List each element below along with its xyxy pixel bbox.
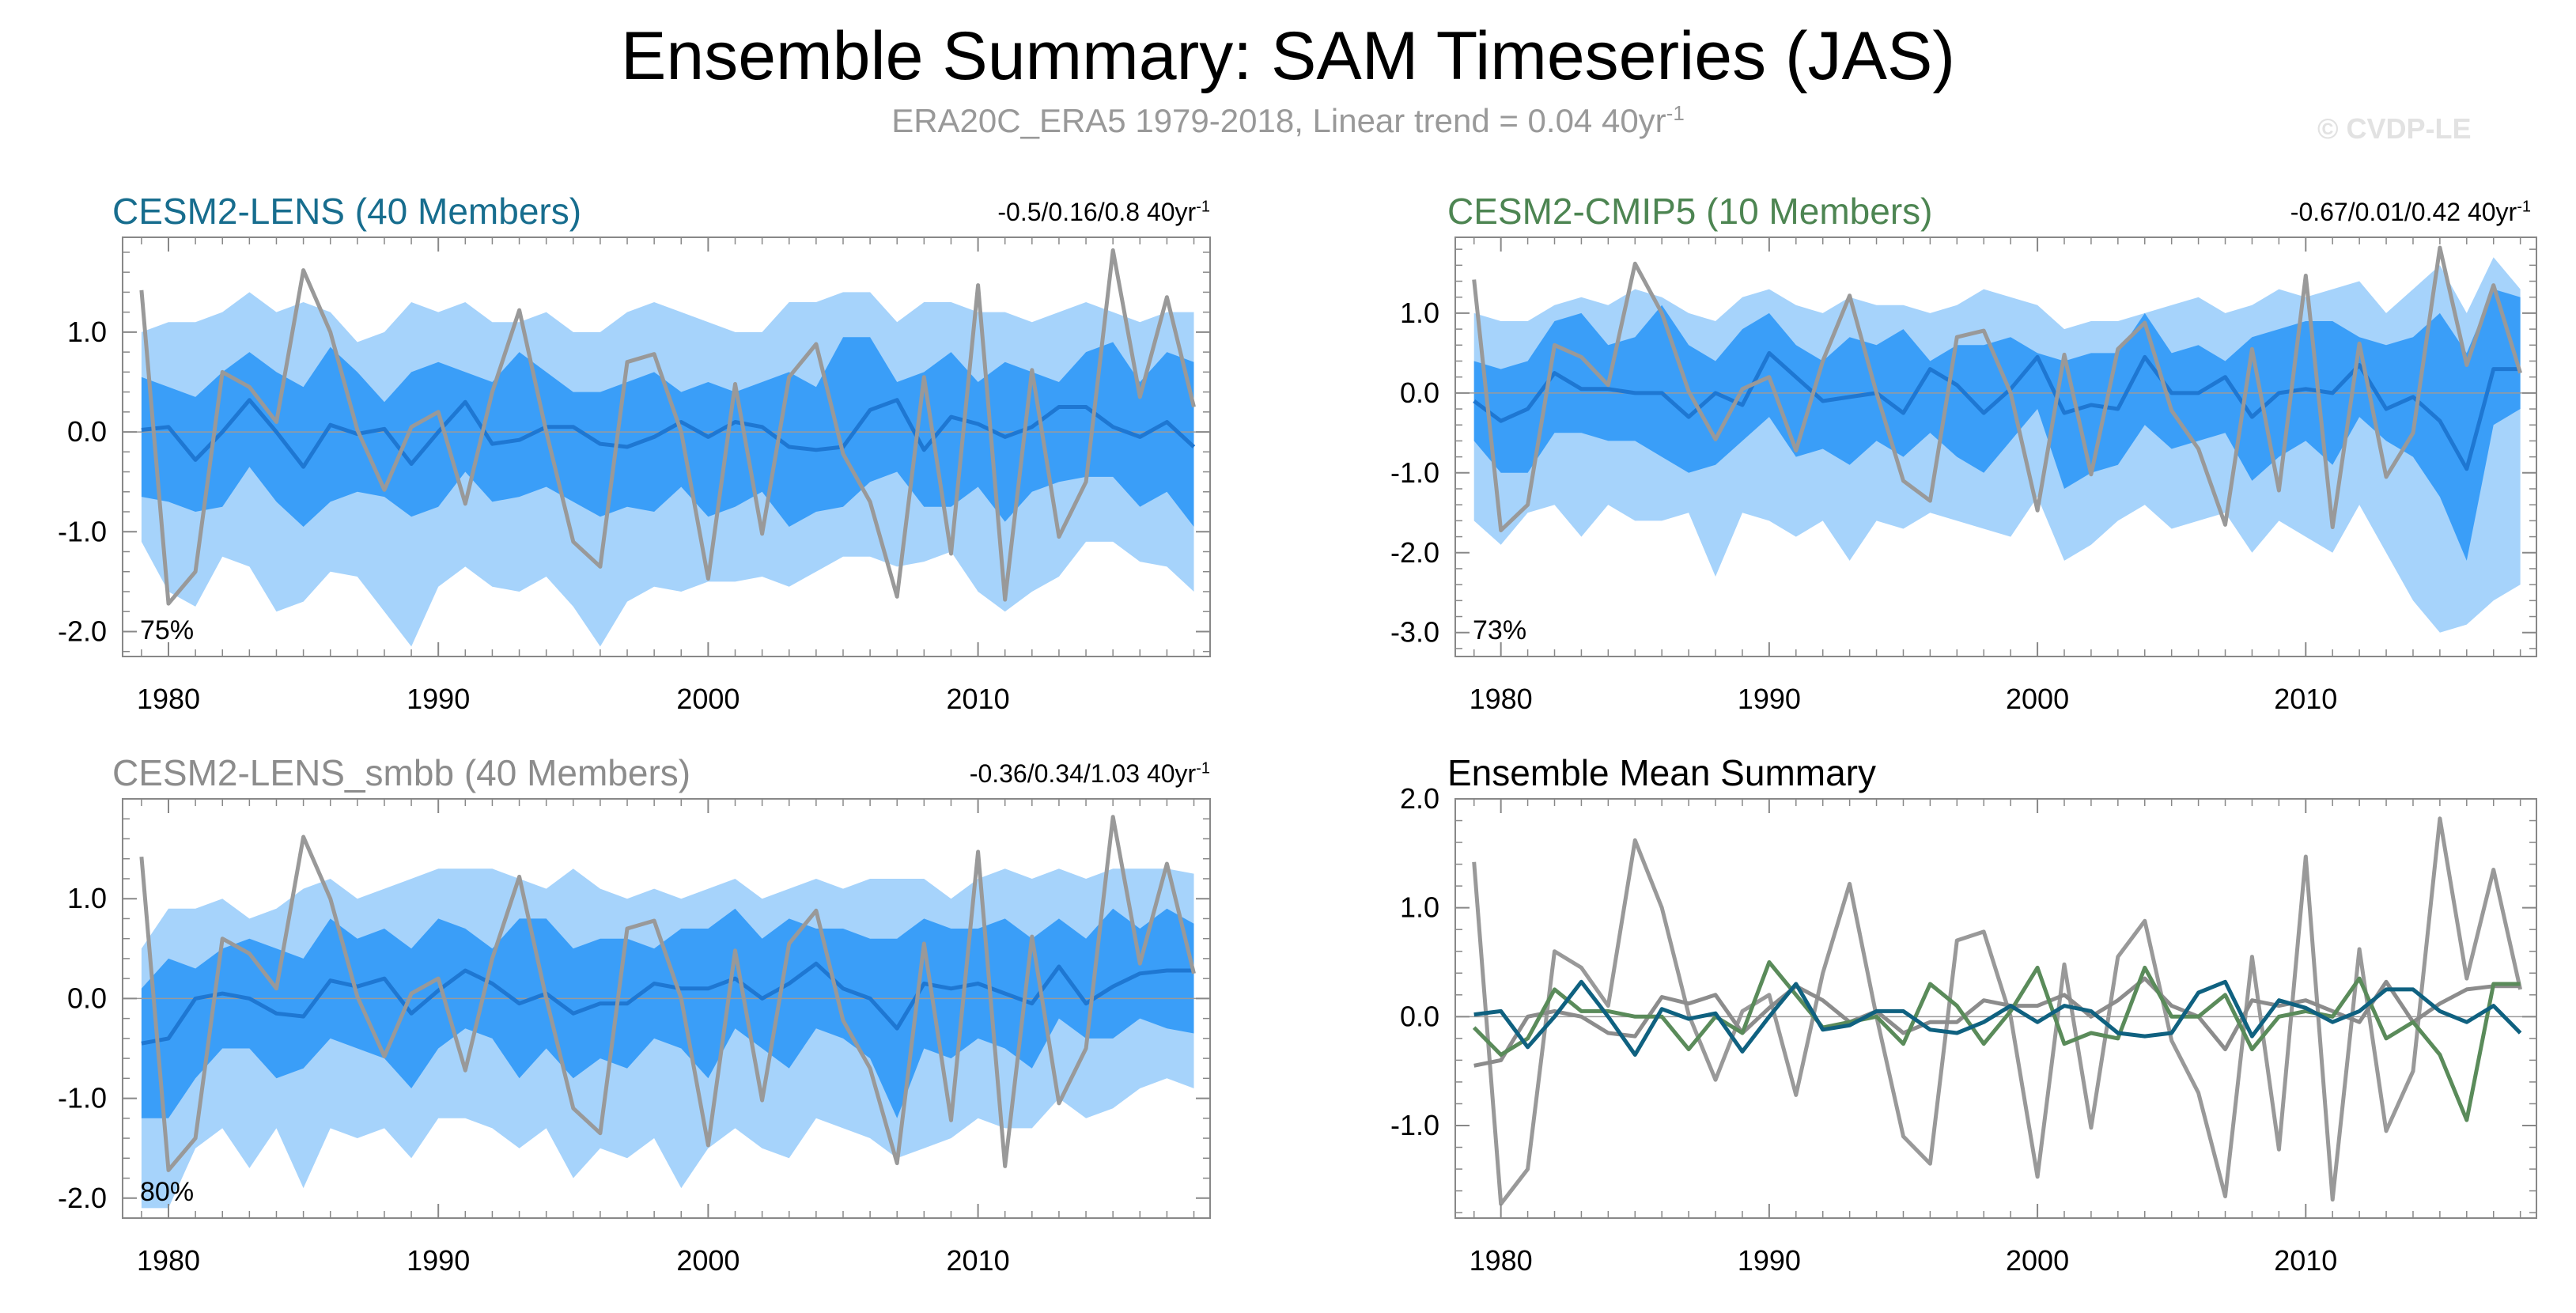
trend-text: -0.67/0.01/0.42 40yr — [2290, 198, 2517, 226]
trend-text: -0.5/0.16/0.8 40yr — [997, 198, 1197, 226]
y-tick-label: -1.0 — [58, 1082, 107, 1114]
observed-line — [1472, 245, 2522, 532]
x-tick-label: 1980 — [137, 683, 200, 715]
watermark: © CVDP-LE — [2317, 112, 2472, 145]
y-tick-label: 1.0 — [67, 882, 107, 914]
chart-panel-3: 1980 1990 2000 2010 -1.0 0.0 1.0 2.0 — [1390, 782, 2537, 1277]
y-tick-label: -2.0 — [58, 615, 107, 647]
x-tick-label: 1990 — [407, 1244, 470, 1277]
ensemble-mean-line — [141, 961, 1194, 1046]
panel-trend-smbb: -0.36/0.34/1.03 40yr-1 — [791, 759, 1210, 789]
panel-title-cmip5: CESM2-CMIP5 (10 Members) — [1447, 191, 1933, 232]
y-tick-label: -1.0 — [1390, 456, 1439, 489]
plot-frame — [122, 236, 1211, 657]
panel-title-summary: Ensemble Mean Summary — [1447, 752, 1876, 793]
x-tick-label: 2000 — [676, 1244, 740, 1277]
y-tick-label: 0.0 — [67, 982, 107, 1014]
x-tick-label: 2000 — [676, 683, 740, 715]
trend-text: -0.36/0.34/1.03 40yr — [969, 759, 1197, 788]
y-tick-label: 0.0 — [67, 415, 107, 448]
y-tick-label: -1.0 — [58, 515, 107, 547]
x-tick-label: 2010 — [947, 1244, 1010, 1277]
spread-band-inner — [1473, 289, 2521, 561]
panel-trend-cmip5: -0.67/0.01/0.42 40yr-1 — [2096, 198, 2531, 227]
subtitle-text: ERA20C_ERA5 1979-2018, Linear trend = 0.… — [891, 102, 1666, 139]
percent-label: 75% — [140, 615, 194, 645]
trend-exponent: -1 — [1196, 198, 1210, 216]
trend-exponent: -1 — [2517, 198, 2531, 216]
x-tick-label: 1980 — [137, 1244, 200, 1277]
main-title: Ensemble Summary: SAM Timeseries (JAS) — [621, 18, 1955, 94]
x-tick-label: 2010 — [2274, 683, 2337, 715]
subtitle-exponent: -1 — [1666, 101, 1685, 125]
observed-line — [139, 248, 1196, 606]
subtitle: ERA20C_ERA5 1979-2018, Linear trend = 0.… — [0, 101, 2576, 140]
lens-mean-line — [1473, 979, 2522, 1057]
percent-label: 80% — [140, 1177, 194, 1207]
x-tick-label: 1980 — [1470, 683, 1533, 715]
y-tick-label: 1.0 — [1400, 297, 1439, 329]
x-tick-label: 2000 — [2006, 683, 2069, 715]
x-tick-label: 1980 — [1470, 1244, 1533, 1277]
trend-exponent: -1 — [1196, 759, 1210, 778]
plot-frame — [122, 798, 1211, 1219]
cmip5-mean-line — [1472, 960, 2521, 1122]
chart-panel-0: 75% 1980 1990 2000 2010 -2.0 -1.0 0.0 1.0 — [58, 236, 1211, 715]
y-tick-label: 1.0 — [67, 316, 107, 348]
plot-frame — [1454, 798, 2537, 1219]
x-tick-label: 2010 — [947, 683, 1010, 715]
y-tick-label: -2.0 — [58, 1182, 107, 1214]
observed-line — [139, 815, 1196, 1172]
ensemble-mean-line — [141, 398, 1196, 469]
x-tick-label: 1990 — [1738, 1244, 1801, 1277]
y-tick-label: -2.0 — [1390, 536, 1439, 569]
y-tick-label: -3.0 — [1390, 616, 1439, 649]
y-tick-label: 0.0 — [1400, 1000, 1439, 1032]
panel-trend-lens: -0.5/0.16/0.8 40yr-1 — [791, 198, 1210, 227]
y-tick-label: 0.0 — [1400, 376, 1439, 409]
x-tick-label: 1990 — [1738, 683, 1801, 715]
panel-title-smbb: CESM2-LENS_smbb (40 Members) — [112, 752, 691, 793]
chart-panel-1: 73% 1980 1990 2000 2010 -3.0 -2.0 -1.0 0.0 1.0 — [1390, 236, 2537, 715]
plot-frame — [1454, 236, 2537, 657]
x-tick-label: 2010 — [2274, 1244, 2337, 1277]
y-tick-label: -1.0 — [1390, 1109, 1439, 1141]
y-tick-label: 1.0 — [1400, 891, 1439, 924]
chart-panel-2: 80% 1980 1990 2000 2010 -2.0 -1.0 0.0 1.0 — [58, 798, 1211, 1277]
panel-title-lens: CESM2-LENS (40 Members) — [112, 191, 582, 232]
y-tick-label: 2.0 — [1400, 782, 1439, 815]
x-tick-label: 1990 — [407, 683, 470, 715]
percent-label: 73% — [1473, 615, 1526, 645]
spread-band-inner — [141, 908, 1194, 1118]
ensemble-mean-line — [1473, 350, 2521, 471]
x-tick-label: 2000 — [2006, 1244, 2069, 1277]
observed-line — [1472, 816, 2523, 1206]
